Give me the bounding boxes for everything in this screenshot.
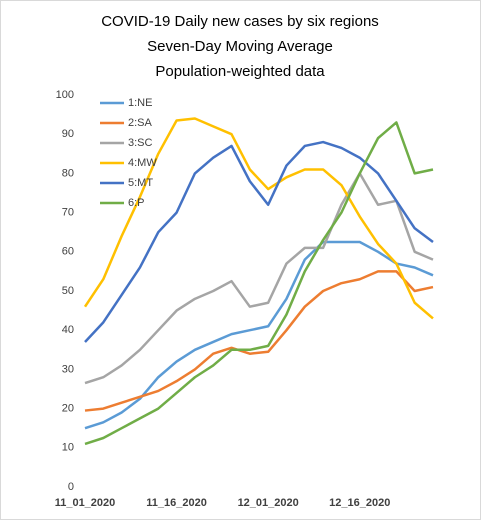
series-line	[84, 140, 434, 343]
series-line	[84, 270, 434, 412]
y-tick-label: 0	[68, 481, 74, 493]
legend-label: 5:MT	[128, 177, 153, 189]
x-tick-label: 11_16_2020	[146, 497, 207, 509]
chart-title: Seven-Day Moving Average	[147, 38, 333, 55]
series-line	[83, 117, 434, 320]
y-tick-label: 40	[62, 324, 74, 336]
series-line	[84, 172, 434, 385]
x-tick-label: 11_01_2020	[55, 497, 116, 509]
y-tick-label: 20	[62, 403, 74, 415]
legend-label: 1:NE	[128, 97, 152, 109]
y-tick-label: 70	[62, 207, 74, 219]
y-tick-label: 10	[62, 442, 74, 454]
legend-label: 6:P	[128, 197, 145, 209]
series-line	[84, 121, 434, 446]
y-tick-label: 30	[62, 363, 74, 375]
y-tick-label: 60	[62, 246, 74, 258]
x-tick-label: 12_16_2020	[329, 497, 390, 509]
y-tick-label: 90	[62, 128, 74, 140]
y-tick-label: 80	[62, 167, 74, 179]
legend-label: 4:MW	[128, 157, 157, 169]
x-tick-label: 12_01_2020	[238, 497, 299, 509]
legend-label: 2:SA	[128, 117, 153, 129]
legend-label: 3:SC	[128, 137, 153, 149]
y-tick-label: 100	[56, 89, 74, 101]
y-tick-label: 50	[62, 285, 74, 297]
chart-title: COVID-19 Daily new cases by six regions	[101, 13, 379, 30]
chart-title: Population-weighted data	[155, 63, 325, 80]
